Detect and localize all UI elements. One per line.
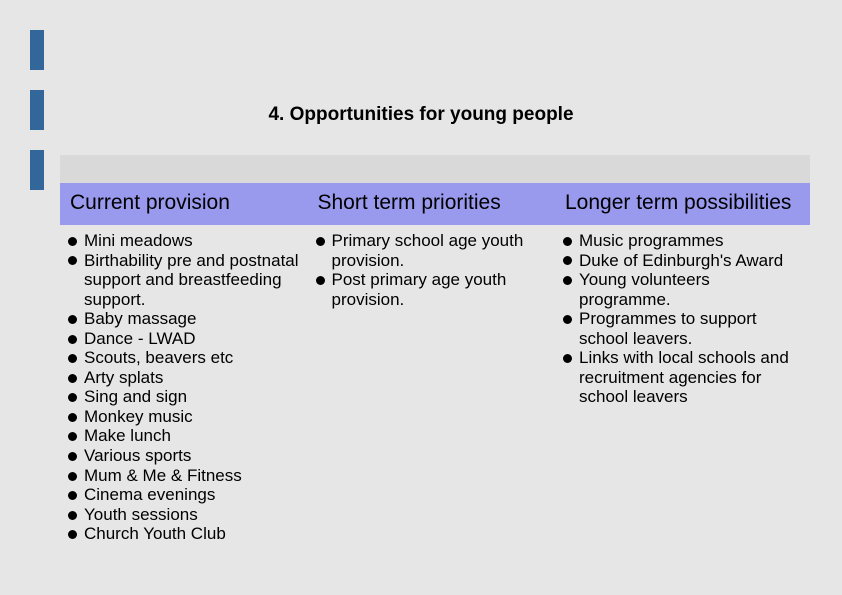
header-col2: Short term priorities: [308, 183, 556, 225]
list-item: Links with local schools and recruitment…: [563, 348, 802, 407]
cell-current-provision: Mini meadowsBirthability pre and postnat…: [60, 225, 308, 554]
accent-block-3: [30, 150, 44, 190]
list-item: Make lunch: [68, 426, 300, 446]
accent-block-1: [30, 30, 44, 70]
table-body-row: Mini meadowsBirthability pre and postnat…: [60, 225, 810, 554]
list-item: Mum & Me & Fitness: [68, 466, 300, 486]
list-item: Scouts, beavers etc: [68, 348, 300, 368]
list-item: Cinema evenings: [68, 485, 300, 505]
list-item: Monkey music: [68, 407, 300, 427]
gray-band: [60, 155, 810, 183]
list-item: Church Youth Club: [68, 524, 300, 544]
list-item: Baby massage: [68, 309, 300, 329]
list-item: Primary school age youth provision.: [316, 231, 548, 270]
slide-title: 4. Opportunities for young people: [0, 104, 842, 126]
list-item: Mini meadows: [68, 231, 300, 251]
cell-short-term: Primary school age youth provision.Post …: [308, 225, 556, 554]
list-col1: Mini meadowsBirthability pre and postnat…: [68, 231, 300, 544]
list-item: Dance - LWAD: [68, 329, 300, 349]
header-col3: Longer term possibilities: [555, 183, 810, 225]
cell-longer-term: Music programmesDuke of Edinburgh's Awar…: [555, 225, 810, 554]
list-item: Sing and sign: [68, 387, 300, 407]
list-item: Post primary age youth provision.: [316, 270, 548, 309]
list-item: Youth sessions: [68, 505, 300, 525]
list-item: Young volunteers programme.: [563, 270, 802, 309]
list-col3: Music programmesDuke of Edinburgh's Awar…: [563, 231, 802, 407]
list-item: Duke of Edinburgh's Award: [563, 251, 802, 271]
slide: 4. Opportunities for young people Curren…: [0, 0, 842, 595]
list-item: Music programmes: [563, 231, 802, 251]
list-item: Programmes to support school leavers.: [563, 309, 802, 348]
list-item: Various sports: [68, 446, 300, 466]
list-item: Arty splats: [68, 368, 300, 388]
header-col1: Current provision: [60, 183, 308, 225]
content-table: Current provision Short term priorities …: [60, 183, 810, 554]
list-item: Birthability pre and postnatal support a…: [68, 251, 300, 310]
table-header-row: Current provision Short term priorities …: [60, 183, 810, 225]
list-col2: Primary school age youth provision.Post …: [316, 231, 548, 309]
